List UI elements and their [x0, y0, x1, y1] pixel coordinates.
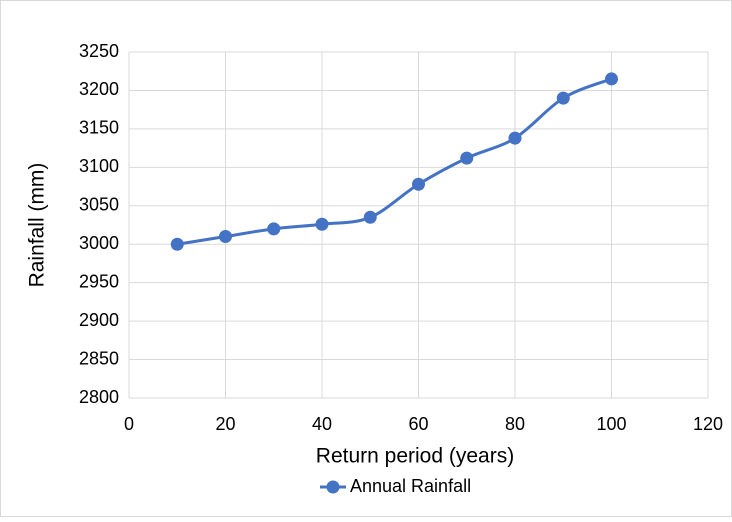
x-axis-title: Return period (years) — [316, 445, 514, 468]
y-tick-label: 3150 — [79, 118, 119, 138]
x-tick-label: 60 — [408, 414, 428, 434]
y-tick-label: 2900 — [79, 310, 119, 330]
x-tick-label: 100 — [596, 414, 626, 434]
y-tick-label: 2800 — [79, 387, 119, 407]
x-tick-label: 0 — [124, 414, 134, 434]
data-point — [556, 91, 570, 105]
y-tick-label: 3200 — [79, 79, 119, 99]
data-point — [219, 230, 232, 244]
x-tick-label: 80 — [505, 414, 525, 434]
data-point — [460, 151, 474, 165]
x-tick-label: 120 — [693, 414, 723, 434]
x-tick-label: 20 — [215, 414, 235, 434]
legend-label: Annual Rainfall — [350, 476, 471, 496]
series-line — [177, 77, 613, 246]
y-tick-label: 2850 — [79, 348, 119, 368]
y-tick-label: 3000 — [79, 233, 119, 253]
data-point — [363, 210, 377, 224]
y-tick-label: 3250 — [79, 41, 119, 61]
x-tick-label: 40 — [312, 414, 332, 434]
data-point — [170, 237, 184, 251]
data-point — [267, 222, 281, 236]
data-point — [605, 72, 618, 86]
y-tick-label: 3050 — [79, 195, 119, 215]
y-tick-label: 3100 — [79, 156, 119, 176]
data-point — [412, 177, 425, 191]
data-point — [508, 131, 522, 145]
y-tick-label: 2950 — [79, 271, 119, 291]
legend-marker — [326, 480, 340, 494]
data-point — [315, 217, 329, 231]
y-axis-title: Rainfall (mm) — [26, 163, 49, 288]
